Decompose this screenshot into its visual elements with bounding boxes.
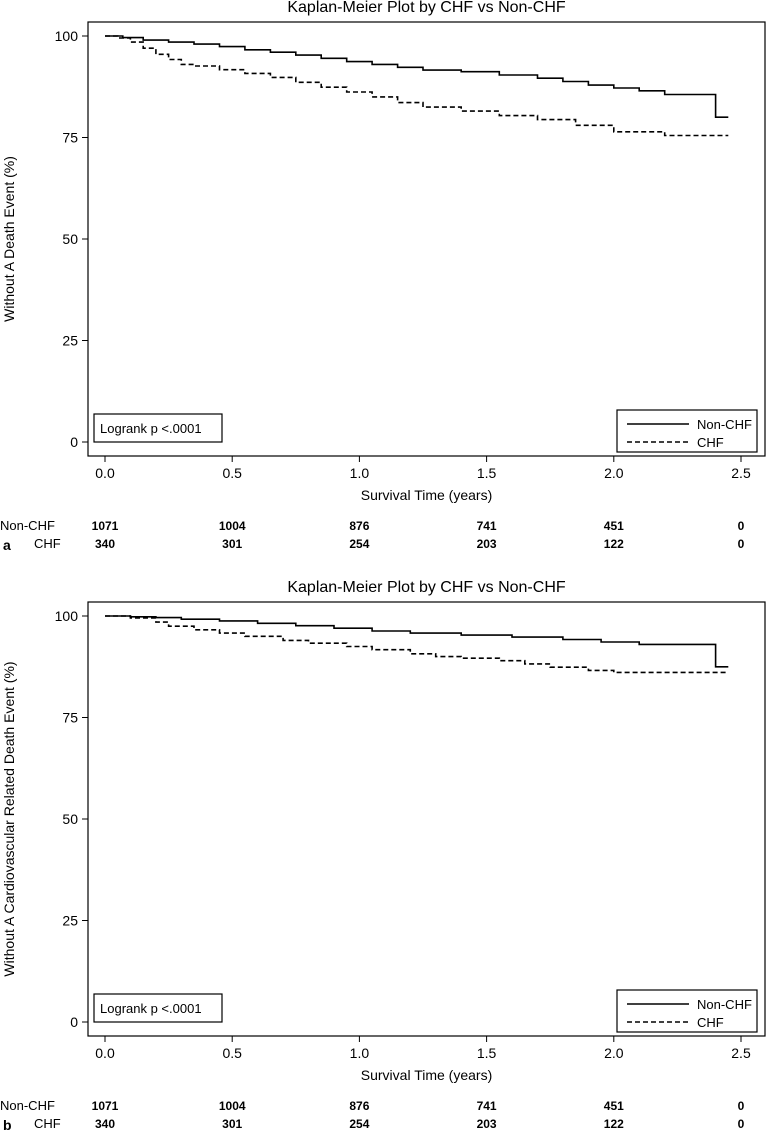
y-tick-label: 25 [62, 333, 78, 349]
at-risk-value: 1071 [92, 1099, 119, 1113]
x-tick-label: 0.0 [95, 1045, 115, 1061]
at-risk-value: 451 [604, 519, 624, 533]
x-tick-label: 2.0 [604, 1045, 624, 1061]
at-risk-value: 0 [738, 519, 745, 533]
chart-title: Kaplan-Meier Plot by CHF vs Non-CHF [287, 579, 566, 596]
plot-frame [87, 601, 766, 1037]
at-risk-value: 1071 [92, 519, 119, 533]
y-tick-label: 25 [62, 913, 78, 929]
at-risk-value: 301 [222, 1117, 242, 1131]
legend-box [616, 989, 758, 1033]
at-risk-value: 203 [477, 537, 497, 551]
x-tick-label: 0.5 [222, 1045, 242, 1061]
series-line-non-chf [105, 35, 729, 118]
at-risk-row-label: Non-CHF [0, 1098, 55, 1113]
x-tick-label: 2.5 [731, 465, 751, 481]
at-risk-value: 1004 [219, 1099, 246, 1113]
series-line-non-chf [105, 615, 729, 668]
chart-panel-a: Kaplan-Meier Plot by CHF vs Non-CHF 0 25 50… [0, 0, 766, 553]
x-axis-label: Survival Time (years) [361, 1067, 492, 1083]
at-risk-value: 1004 [219, 519, 246, 533]
legend-label: Non-CHF [697, 417, 752, 432]
y-tick-label: 75 [62, 130, 78, 146]
panel-label: a [3, 537, 11, 553]
x-tick-label: 2.5 [731, 1045, 751, 1061]
x-tick-label: 1.5 [477, 1045, 497, 1061]
at-risk-value: 0 [738, 1117, 745, 1131]
y-tick-label: 75 [62, 710, 78, 726]
x-tick-label: 1.5 [477, 465, 497, 481]
y-tick-label: 100 [55, 608, 79, 624]
x-tick-label: 1.0 [350, 1045, 370, 1061]
legend-label: CHF [697, 1015, 724, 1030]
legend-label: Non-CHF [697, 997, 752, 1012]
legend-box [616, 409, 758, 453]
at-risk-value: 203 [477, 1117, 497, 1131]
series-line-chf [105, 615, 729, 674]
at-risk-row-label: Non-CHF [0, 518, 55, 533]
at-risk-value: 0 [738, 1099, 745, 1113]
at-risk-value: 741 [477, 519, 497, 533]
at-risk-value: 340 [95, 1117, 115, 1131]
y-tick-label: 50 [62, 811, 78, 827]
y-tick-label: 50 [62, 231, 78, 247]
at-risk-value: 122 [604, 1117, 624, 1131]
logrank-box [93, 993, 223, 1023]
chart-panel-b: Kaplan-Meier Plot by CHF vs Non-CHF 0 25 50… [0, 579, 766, 1133]
at-risk-value: 254 [349, 1117, 369, 1131]
at-risk-value: 340 [95, 537, 115, 551]
at-risk-value: 254 [349, 537, 369, 551]
logrank-annotation: Logrank p <.0001 [100, 1001, 202, 1016]
chart-title: Kaplan-Meier Plot by CHF vs Non-CHF [287, 0, 566, 16]
plot-frame [87, 21, 766, 457]
at-risk-value: 0 [738, 537, 745, 551]
at-risk-value: 122 [604, 537, 624, 551]
y-tick-label: 100 [55, 28, 79, 44]
y-tick-label: 0 [70, 434, 78, 450]
at-risk-value: 741 [477, 1099, 497, 1113]
at-risk-row-label: CHF [34, 536, 61, 551]
y-axis-label: Without A Cardiovascular Related Death E… [1, 661, 17, 976]
x-tick-label: 0.0 [95, 465, 115, 481]
legend-label: CHF [697, 435, 724, 450]
at-risk-row-label: CHF [34, 1116, 61, 1131]
logrank-annotation: Logrank p <.0001 [100, 421, 202, 436]
x-axis-label: Survival Time (years) [361, 487, 492, 503]
panel-label: b [3, 1117, 12, 1133]
at-risk-value: 301 [222, 537, 242, 551]
at-risk-value: 876 [349, 519, 369, 533]
x-tick-label: 0.5 [222, 465, 242, 481]
y-tick-label: 0 [70, 1014, 78, 1030]
series-line-chf [105, 35, 729, 137]
at-risk-value: 876 [349, 1099, 369, 1113]
at-risk-value: 451 [604, 1099, 624, 1113]
y-axis-label: Without A Death Event (%) [1, 156, 17, 322]
logrank-box [93, 413, 223, 443]
x-tick-label: 2.0 [604, 465, 624, 481]
x-tick-label: 1.0 [350, 465, 370, 481]
